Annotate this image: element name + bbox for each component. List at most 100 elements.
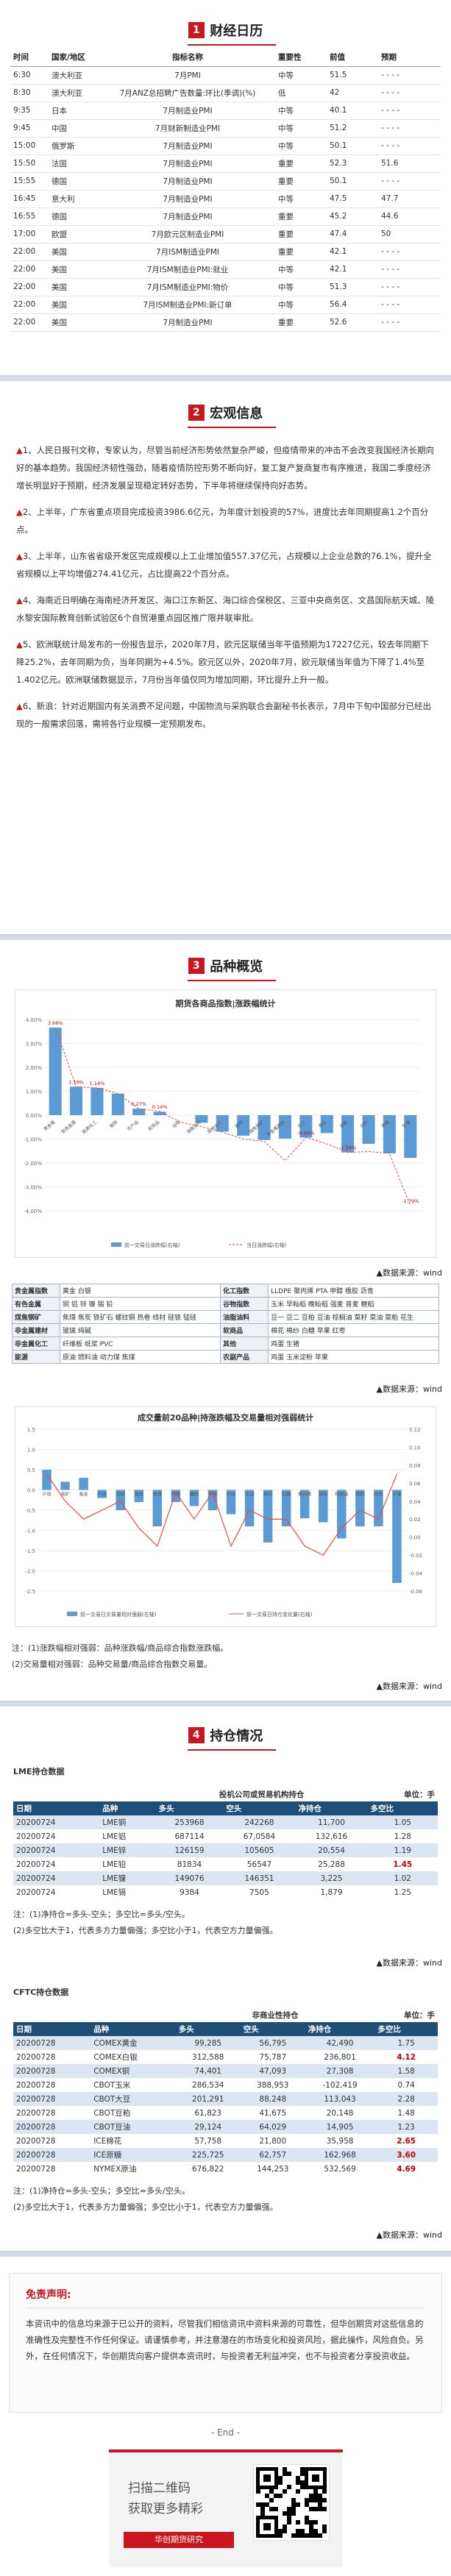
cftc-cell: 4.69 xyxy=(374,2162,438,2176)
lme-cell: LME铜 xyxy=(99,1815,156,1829)
composition-key: 农副产品 xyxy=(220,1350,269,1364)
calendar-cell-imp: 低 xyxy=(275,84,327,102)
cftc-cell: 236,801 xyxy=(305,2050,375,2064)
legend-label: 前一交易日持仓变化量(右轴) xyxy=(246,1611,313,1618)
calendar-cell-prev: 40.1 xyxy=(327,102,378,120)
lme-cell: 20200724 xyxy=(13,1843,100,1857)
lme-cell: LME锌 xyxy=(99,1843,156,1857)
lme-cell: 253968 xyxy=(155,1815,224,1829)
news-item: ▲6、新浪：针对近期国内有关消费不足问题，中国物流与采购联合会副秘书长表示，7月… xyxy=(16,697,435,733)
calendar-table: 时间 国家/地区 指标名称 重要性 前值 预期 6:30 澳大利亚 7月PMI 中等 5… xyxy=(10,49,441,332)
data-source: ▲数据来源：wind xyxy=(376,1682,442,1691)
lme-col-header: 日期 xyxy=(13,1801,100,1815)
calendar-cell-indicator: 7月欧元区制造业PMI xyxy=(100,225,275,243)
news-item: ▲5、欧洲联统计局发布的一份报告显示，2020年7月，欧元区联储当年平值预期为1… xyxy=(16,636,435,689)
cftc-cell: 225,725 xyxy=(175,2148,241,2162)
data-label: 0.27% xyxy=(131,1101,146,1107)
calendar-cell-indicator: 7月ISM制造业PMI xyxy=(100,243,275,261)
calendar-cell-indicator: 7月制造业PMI xyxy=(100,207,275,226)
bar xyxy=(189,1490,199,1506)
composition-key: 谷物指数 xyxy=(220,1297,269,1311)
calendar-cell-time: 6:30 xyxy=(10,66,49,85)
calendar-row: 22:00 美国 7月ISM制造业PMI 重要 42.1- - - - xyxy=(10,243,441,261)
cftc-cell: 113,043 xyxy=(305,2092,375,2106)
calendar-cell-time: 8:30 xyxy=(10,84,49,102)
calendar-cell-fc: - - - - xyxy=(378,119,441,138)
calendar-cell-prev: 51.5 xyxy=(327,66,378,85)
cftc-cell: 201,291 xyxy=(175,2092,241,2106)
composition-value: 焦煤 焦炭 铁矿石 螺纹钢 热卷 线材 硅铁 锰硅 xyxy=(59,1310,221,1324)
lme-cell: 149076 xyxy=(155,1871,224,1885)
qr-code-icon[interactable] xyxy=(253,2464,330,2541)
cftc-cell: 1.23 xyxy=(374,2120,438,2134)
composition-row: 煤焦钢矿 焦煤 焦炭 铁矿石 螺纹钢 热卷 线材 硅铁 锰硅 油脂油料 豆一 豆二 豆… xyxy=(12,1310,439,1324)
y-right-tick: 0.02 xyxy=(409,1517,421,1523)
bar xyxy=(132,1109,146,1115)
composition-row: 非金属建材 玻璃 纯碱 软商品 棉花 棉纱 白糖 苹果 红枣 xyxy=(12,1323,439,1337)
cftc-cell: 3.60 xyxy=(374,2148,438,2162)
y-right-tick: 0.06 xyxy=(409,1481,421,1487)
lme-cell: 1.25 xyxy=(367,1885,438,1899)
bar xyxy=(216,1115,229,1132)
bar xyxy=(42,1470,52,1490)
calendar-cell-imp: 重要 xyxy=(275,243,327,261)
cftc-cell: 2.65 xyxy=(374,2134,438,2148)
note-line: 注：(1)涨跌幅相对强弱：品种涨跌幅/商品综合指数涨跌幅。 xyxy=(12,1643,229,1653)
col-indicator: 指标名称 xyxy=(100,49,275,67)
lme-cell: 11,700 xyxy=(295,1815,368,1829)
bar xyxy=(195,1115,208,1123)
bar xyxy=(79,1478,88,1490)
calendar-row: 15:00 俄罗斯 7月制造业PMI 中等 50.1- - - - xyxy=(10,137,441,155)
lme-cell: LME镍 xyxy=(99,1871,156,1885)
cftc-cell: 74,401 xyxy=(175,2064,241,2078)
lme-cell: 56547 xyxy=(223,1857,296,1871)
cftc-cell: NYMEX原油 xyxy=(90,2162,176,2176)
cftc-cell: 20200728 xyxy=(13,2106,91,2120)
cftc-col-header: 净持仓 xyxy=(305,2022,375,2036)
cftc-cell: 56,795 xyxy=(240,2036,305,2050)
calendar-row: 22:00 美国 7月制造业PMI 重要 52.6- - - - xyxy=(10,313,441,332)
composition-key: 非金属建材 xyxy=(12,1323,60,1337)
triangle-icon: ▲ xyxy=(16,639,23,650)
cftc-cell: 20200728 xyxy=(13,2162,91,2176)
cftc-cell: 388,953 xyxy=(240,2078,305,2092)
lme-cell: 7505 xyxy=(223,1885,296,1899)
lme-cell: 1,879 xyxy=(295,1885,368,1899)
col-country: 国家/地区 xyxy=(49,49,100,67)
y-right-tick: -0.04 xyxy=(409,1571,423,1577)
y-left-tick: 1.5 xyxy=(27,1427,35,1433)
x-tick-label: 焦煤 xyxy=(153,1492,162,1498)
cftc-col-header: 空头 xyxy=(240,2022,305,2036)
cftc-row: 20200728 COMEX铜 74,401 47,093 27,308 1.58 xyxy=(13,2064,438,2078)
x-tick-label: 谷物 xyxy=(171,1119,181,1129)
composition-key: 非金属化工 xyxy=(12,1337,60,1351)
calendar-cell-country: 美国 xyxy=(49,296,100,314)
cftc-cell: 99,285 xyxy=(175,2036,241,2050)
calendar-cell-country: 欧盟 xyxy=(49,225,100,243)
cftc-cell: 286,534 xyxy=(175,2078,241,2092)
cftc-cell: 75,787 xyxy=(240,2050,305,2064)
section-3-header: 3 品种概览 xyxy=(0,956,451,983)
x-tick-label: 油脂油料 xyxy=(185,1119,203,1135)
y-right-tick: 0.12 xyxy=(409,1427,421,1433)
calendar-cell-indicator: 7月ISM制造业PMI:物价 xyxy=(100,278,275,296)
cftc-col-header: 多空比 xyxy=(374,2022,438,2036)
lme-cell: 1.45 xyxy=(367,1857,438,1871)
y-tick-label: 0.00% xyxy=(26,1113,43,1119)
calendar-cell-time: 16:55 xyxy=(10,207,49,226)
calendar-cell-time: 22:00 xyxy=(10,313,49,332)
y-tick-label: -2.00% xyxy=(24,1161,42,1167)
disclaimer-title: 免责声明: xyxy=(26,2289,71,2301)
bar xyxy=(362,1115,375,1144)
composition-value: 玻璃 纯碱 xyxy=(59,1323,221,1337)
lme-cell: LME铅 xyxy=(99,1857,156,1871)
calendar-cell-prev: 42.1 xyxy=(327,243,378,261)
y-tick-label: 4.00% xyxy=(26,1017,43,1023)
cftc-cell: 14,905 xyxy=(305,2120,375,2134)
composition-value: 豆一 豆二 豆粕 豆油 棕榈油 菜籽 菜油 菜粕 花生 xyxy=(268,1310,439,1324)
cftc-row: 20200728 CBOT大豆 201,291 88,248 113,043 2.28 xyxy=(13,2092,438,2106)
chart-notes: 注：(1)涨跌幅相对强弱：品种涨跌幅/商品综合指数涨跌幅。 (2)交易量相对强弱… xyxy=(0,1640,451,1673)
cftc-cell: 144,253 xyxy=(240,2162,305,2176)
news-text: 3、上半年，山东省省级开发区完成规模以上工业增加值557.37亿元，占规模以上企… xyxy=(16,551,432,579)
y-left-tick: -0.5 xyxy=(25,1508,35,1514)
